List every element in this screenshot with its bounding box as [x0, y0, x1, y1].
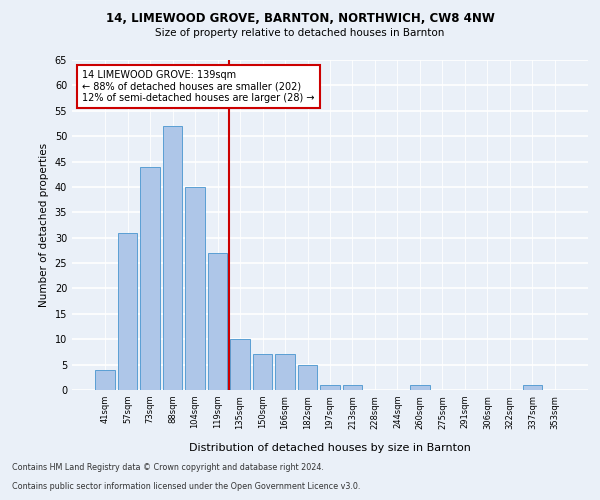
Bar	[320, 385, 340, 390]
Bar	[185, 187, 205, 390]
Text: Contains public sector information licensed under the Open Government Licence v3: Contains public sector information licen…	[12, 482, 361, 491]
Bar	[298, 364, 317, 390]
Text: Size of property relative to detached houses in Barnton: Size of property relative to detached ho…	[155, 28, 445, 38]
Bar	[208, 253, 227, 390]
Bar	[523, 385, 542, 390]
Text: Contains HM Land Registry data © Crown copyright and database right 2024.: Contains HM Land Registry data © Crown c…	[12, 464, 324, 472]
Bar	[163, 126, 182, 390]
Bar	[275, 354, 295, 390]
Bar	[343, 385, 362, 390]
Text: 14 LIMEWOOD GROVE: 139sqm
← 88% of detached houses are smaller (202)
12% of semi: 14 LIMEWOOD GROVE: 139sqm ← 88% of detac…	[82, 70, 315, 103]
X-axis label: Distribution of detached houses by size in Barnton: Distribution of detached houses by size …	[189, 443, 471, 453]
Y-axis label: Number of detached properties: Number of detached properties	[39, 143, 49, 307]
Text: 14, LIMEWOOD GROVE, BARNTON, NORTHWICH, CW8 4NW: 14, LIMEWOOD GROVE, BARNTON, NORTHWICH, …	[106, 12, 494, 26]
Bar	[253, 354, 272, 390]
Bar	[410, 385, 430, 390]
Bar	[118, 232, 137, 390]
Bar	[230, 339, 250, 390]
Bar	[140, 166, 160, 390]
Bar	[95, 370, 115, 390]
